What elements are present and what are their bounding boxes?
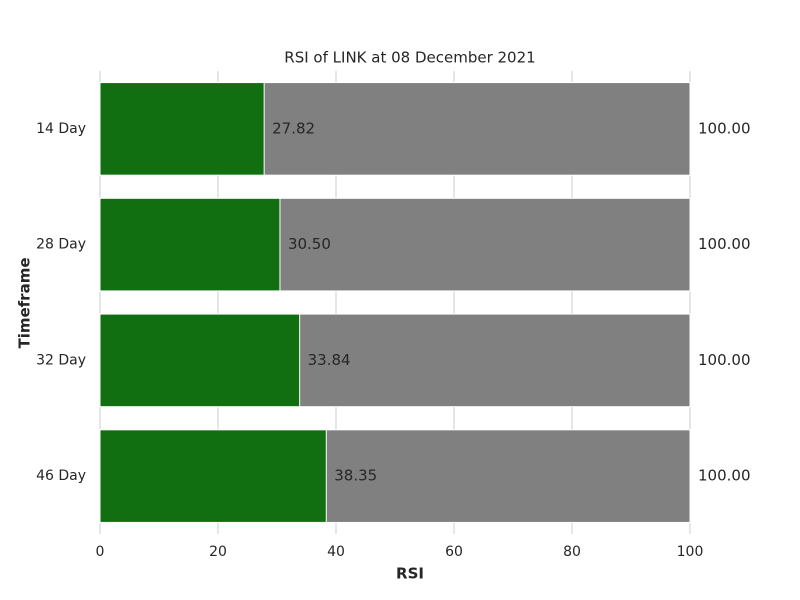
x-tick-label: 60 xyxy=(445,544,463,560)
y-axis-label: Timeframe xyxy=(16,257,34,348)
x-tick-label: 80 xyxy=(563,544,581,560)
y-tick-label: 28 Day xyxy=(36,237,86,253)
y-tick-label: 32 Day xyxy=(36,352,86,368)
x-axis-label: RSI xyxy=(396,565,424,583)
y-tick-label: 14 Day xyxy=(36,121,86,137)
data-label: 30.50 xyxy=(288,235,331,253)
y-tick-label: 46 Day xyxy=(36,468,86,484)
data-label: 100.00 xyxy=(698,467,751,485)
x-tick-label: 0 xyxy=(96,544,105,560)
data-label: 33.84 xyxy=(308,351,351,369)
bar xyxy=(99,82,265,176)
chart-title: RSI of LINK at 08 December 2021 xyxy=(284,49,535,67)
data-label: 100.00 xyxy=(698,119,751,137)
bar xyxy=(99,197,281,292)
data-label: 27.82 xyxy=(272,119,315,137)
x-tick-label: 100 xyxy=(677,544,704,560)
bar xyxy=(99,429,327,523)
data-label: 100.00 xyxy=(698,351,751,369)
x-tick-label: 40 xyxy=(327,544,345,560)
bar xyxy=(99,313,301,408)
data-label: 38.35 xyxy=(334,467,377,485)
x-tick-label: 20 xyxy=(209,544,227,560)
data-label: 100.00 xyxy=(698,235,751,253)
